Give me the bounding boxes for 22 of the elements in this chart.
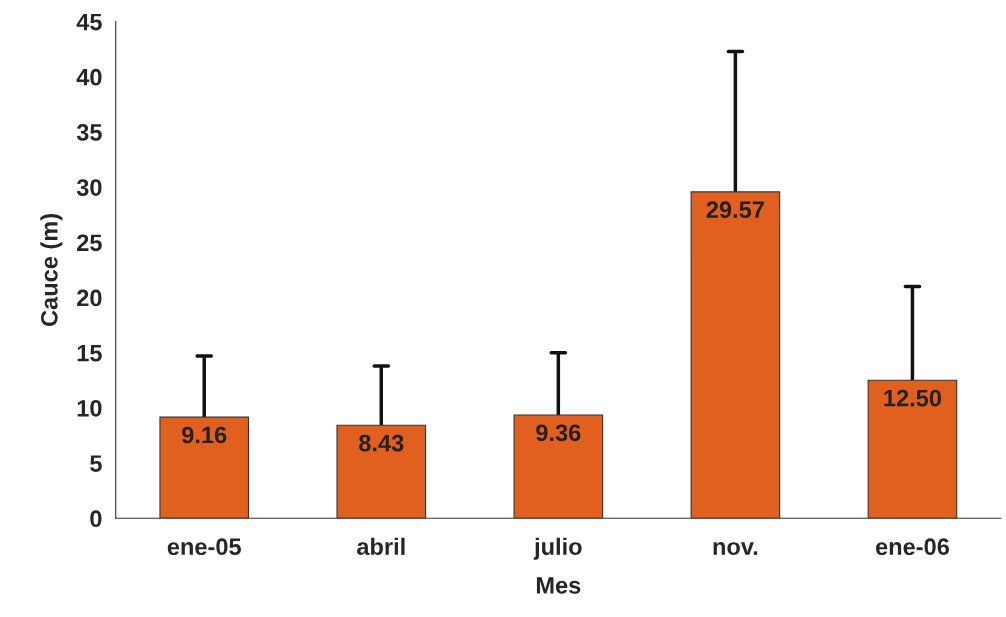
y-tick-label: 35: [76, 124, 102, 141]
y-tick-label: 40: [76, 68, 102, 86]
y-tick-label: 5: [90, 455, 102, 472]
y-tick-label: 30: [76, 179, 102, 196]
y-tick-label: 15: [77, 345, 102, 362]
data-label: 8.43: [359, 434, 404, 452]
y-tick-label: 0: [90, 510, 102, 528]
y-axis-title: Cauce (m): [40, 214, 63, 327]
data-label: 9.16: [182, 426, 227, 444]
y-tick-label: 45: [76, 13, 102, 31]
x-tick-label: julio: [533, 537, 582, 560]
y-tick-label: 25: [77, 234, 102, 252]
data-label: 29.57: [706, 201, 764, 219]
x-tick-label: ene-06: [875, 538, 949, 556]
x-tick-label: abril: [357, 537, 405, 556]
x-tick-label: nov.: [713, 542, 758, 556]
y-tick-label: 10: [77, 399, 102, 417]
data-label: 12.50: [884, 389, 942, 407]
x-axis-title: Mes: [536, 577, 581, 594]
x-tick-label: ene-05: [167, 538, 241, 556]
data-label: 9.36: [536, 424, 581, 442]
y-tick-label: 20: [77, 289, 102, 307]
